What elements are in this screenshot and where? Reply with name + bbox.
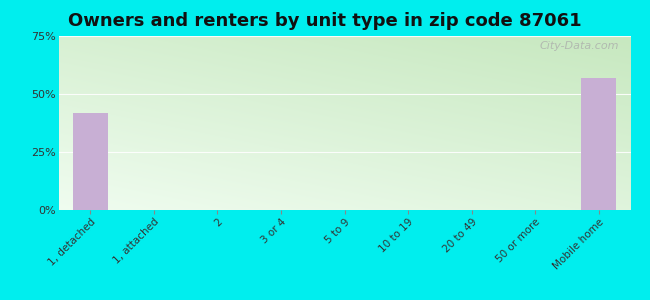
Bar (73, 112, 108, 210)
Text: Owners and renters by unit type in zip code 87061: Owners and renters by unit type in zip c… (68, 12, 582, 30)
Text: City-Data.com: City-Data.com (540, 41, 619, 51)
Bar (581, 78, 616, 210)
